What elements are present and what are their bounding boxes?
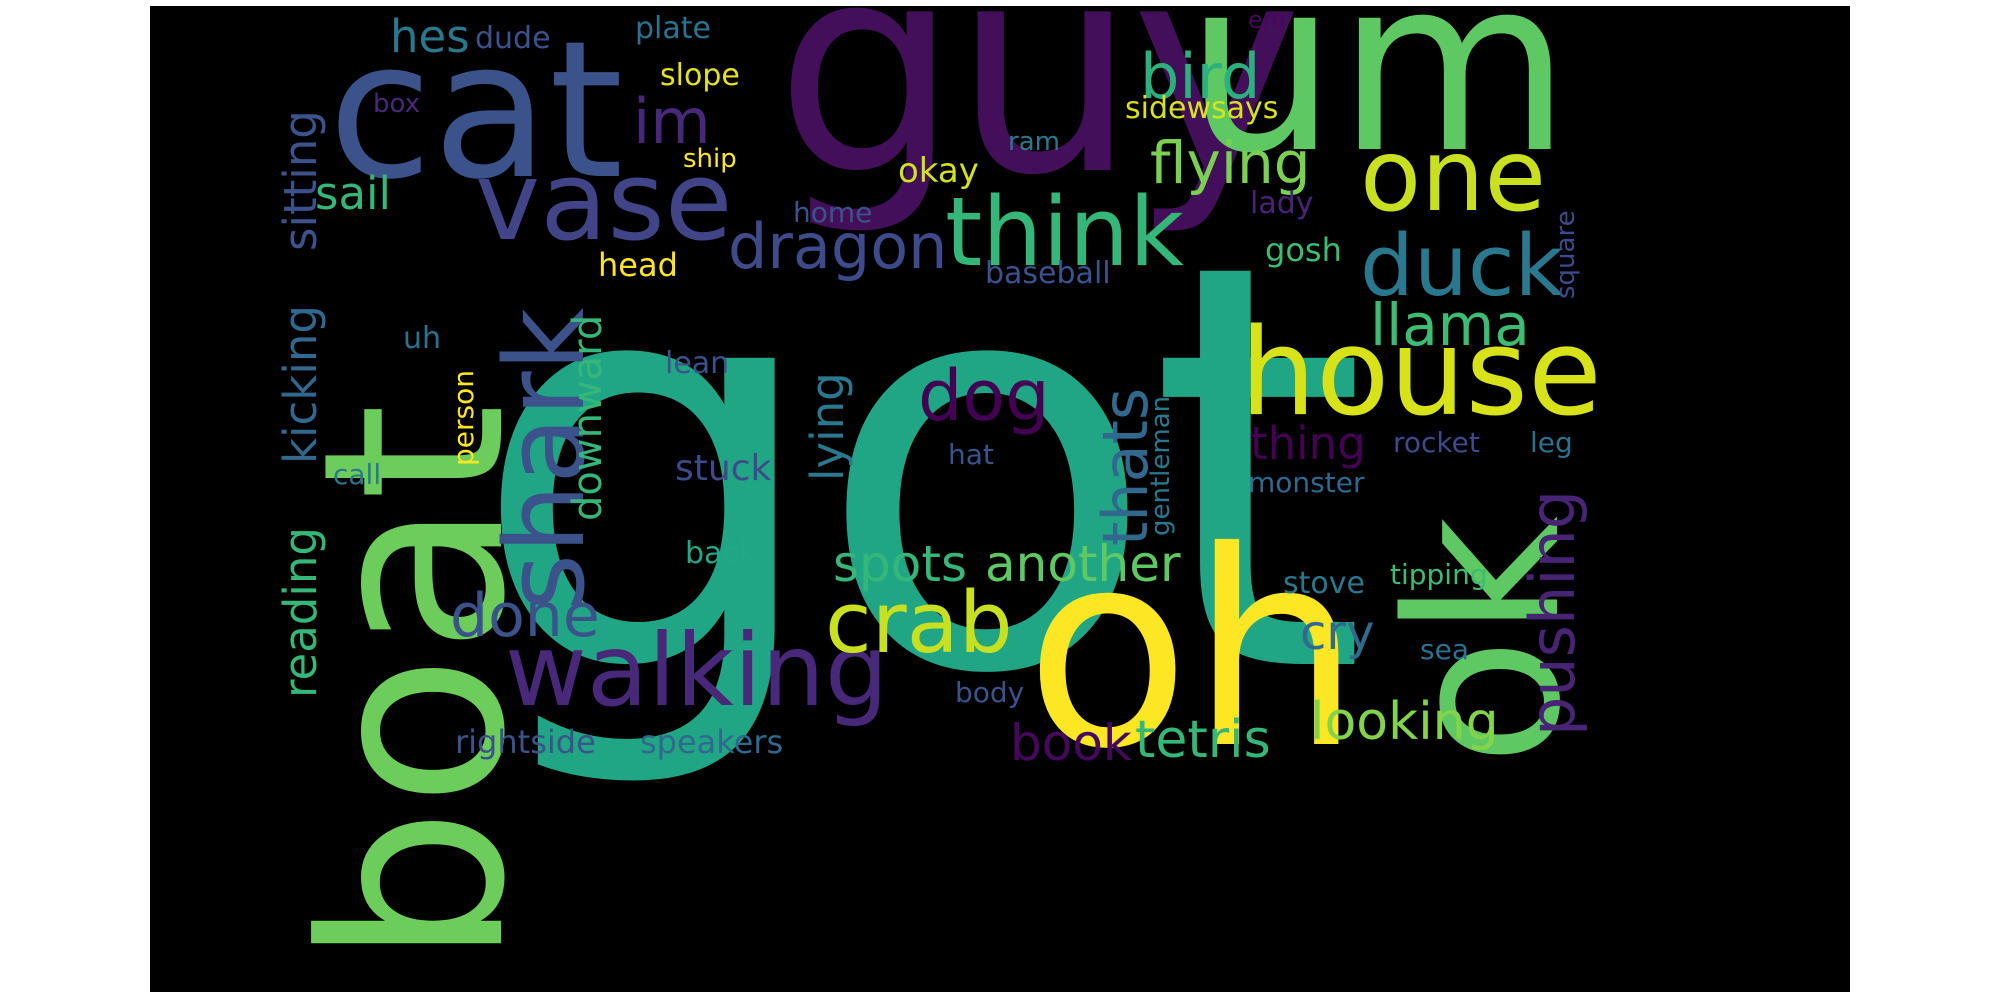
word-reading: reading	[274, 527, 327, 698]
word-home: home	[793, 196, 873, 229]
word-rightside: rightside	[455, 723, 596, 761]
word-stuck: stuck	[675, 448, 772, 489]
word-ram: ram	[1008, 127, 1060, 157]
word-pushing: pushing	[1516, 489, 1589, 736]
word-speakers: speakers	[640, 723, 784, 761]
word-got: got	[470, 145, 1368, 797]
word-dragon: dragon	[728, 210, 948, 283]
word-leg: leg	[1530, 426, 1573, 459]
word-cloud: got guy um cat boat oh ok house vase sha…	[150, 6, 1850, 992]
word-cry: cry	[1300, 605, 1375, 661]
word-tetris: tetris	[1135, 710, 1271, 770]
word-book: book	[1010, 714, 1132, 772]
word-downward: downward	[565, 314, 611, 521]
word-ship: ship	[683, 144, 737, 174]
word-lady: lady	[1250, 186, 1314, 221]
word-sail: sail	[315, 167, 392, 220]
word-head: head	[598, 246, 678, 284]
word-em: em	[1248, 6, 1287, 34]
word-im: im	[633, 85, 711, 158]
word-kicking: kicking	[274, 305, 327, 464]
word-box: box	[373, 89, 420, 119]
word-oh: oh	[1025, 493, 1362, 808]
word-lean: lean	[665, 346, 730, 381]
word-another: another	[985, 535, 1181, 593]
word-bird: bird	[1140, 40, 1261, 113]
word-uh: uh	[403, 321, 442, 356]
word-tipping: tipping	[1390, 558, 1488, 591]
word-sea: sea	[1420, 633, 1469, 666]
word-um: um	[1185, 6, 1571, 206]
word-spots: spots	[833, 535, 968, 593]
word-dog: dog	[918, 355, 1050, 437]
word-lying: lying	[801, 372, 854, 481]
word-walking: walking	[505, 612, 889, 729]
word-looking: looking	[1310, 692, 1499, 752]
word-done: done	[450, 581, 600, 651]
word-monster: monster	[1248, 466, 1365, 499]
word-crab: crab	[825, 574, 1013, 673]
word-call: call	[333, 458, 382, 491]
word-body: body	[955, 676, 1025, 709]
word-square: square	[1551, 210, 1581, 299]
word-think: think	[945, 178, 1185, 288]
word-back: back	[685, 536, 757, 571]
word-stove: stove	[1283, 566, 1365, 601]
word-person: person	[447, 370, 480, 466]
word-duck: duck	[1360, 217, 1564, 316]
word-llama: llama	[1370, 291, 1530, 359]
word-guy: guy	[775, 6, 1303, 239]
word-okay: okay	[898, 151, 979, 191]
word-hes: hes	[390, 10, 470, 63]
word-slope: slope	[660, 58, 740, 93]
word-rocket: rocket	[1393, 426, 1480, 459]
word-baseball: baseball	[985, 256, 1111, 291]
word-dude: dude	[475, 21, 551, 56]
word-flying: flying	[1150, 129, 1311, 197]
word-gosh: gosh	[1265, 231, 1342, 269]
word-gentleman: gentleman	[1146, 395, 1176, 536]
word-house: house	[1240, 304, 1602, 443]
word-thing: thing	[1250, 417, 1366, 470]
word-cat: cat	[328, 6, 624, 221]
word-plate: plate	[635, 11, 711, 46]
word-sidewsays: sidewsays	[1125, 91, 1279, 126]
word-hat: hat	[948, 438, 994, 471]
word-one: one	[1360, 117, 1547, 234]
word-vase: vase	[475, 137, 733, 265]
